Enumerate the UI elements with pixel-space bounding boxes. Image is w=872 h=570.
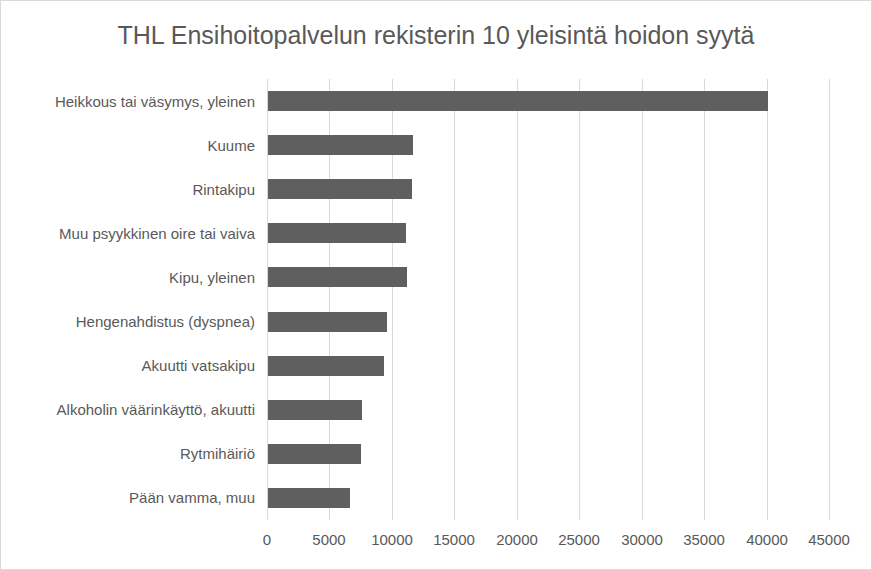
x-axis-tick-labels: 0500010000150002000025000300003500040000…: [1, 531, 871, 555]
category-label: Heikkous tai väsymys, yleinen: [1, 79, 255, 123]
bar: [268, 179, 412, 199]
chart-title: THL Ensihoitopalvelun rekisterin 10 ylei…: [1, 21, 871, 50]
bar: [268, 267, 407, 287]
bar: [268, 488, 350, 508]
x-tick-label: 45000: [787, 531, 871, 548]
category-label: Akuutti vatsakipu: [1, 344, 255, 388]
bar: [268, 91, 768, 111]
gridline: [642, 79, 643, 520]
bar: [268, 223, 406, 243]
category-label: Hengenahdistus (dyspnea): [1, 300, 255, 344]
gridline: [704, 79, 705, 520]
category-label: Alkoholin väärinkäyttö, akuutti: [1, 388, 255, 432]
gridline: [579, 79, 580, 520]
category-label: Rytmihäiriö: [1, 432, 255, 476]
category-label: Rintakipu: [1, 167, 255, 211]
bar: [268, 135, 413, 155]
y-axis-category-labels: Heikkous tai väsymys, yleinenKuumeRintak…: [1, 79, 255, 520]
bar: [268, 400, 362, 420]
bar: [268, 312, 387, 332]
gridline: [829, 79, 830, 520]
bar: [268, 444, 361, 464]
category-label: Kuume: [1, 123, 255, 167]
category-label: Pään vamma, muu: [1, 476, 255, 520]
plot-area: [267, 79, 829, 520]
bar-chart: THL Ensihoitopalvelun rekisterin 10 ylei…: [0, 0, 872, 570]
category-label: Muu psyykkinen oire tai vaiva: [1, 211, 255, 255]
gridline: [454, 79, 455, 520]
category-label: Kipu, yleinen: [1, 255, 255, 299]
gridline: [767, 79, 768, 520]
bar: [268, 356, 384, 376]
gridline: [517, 79, 518, 520]
